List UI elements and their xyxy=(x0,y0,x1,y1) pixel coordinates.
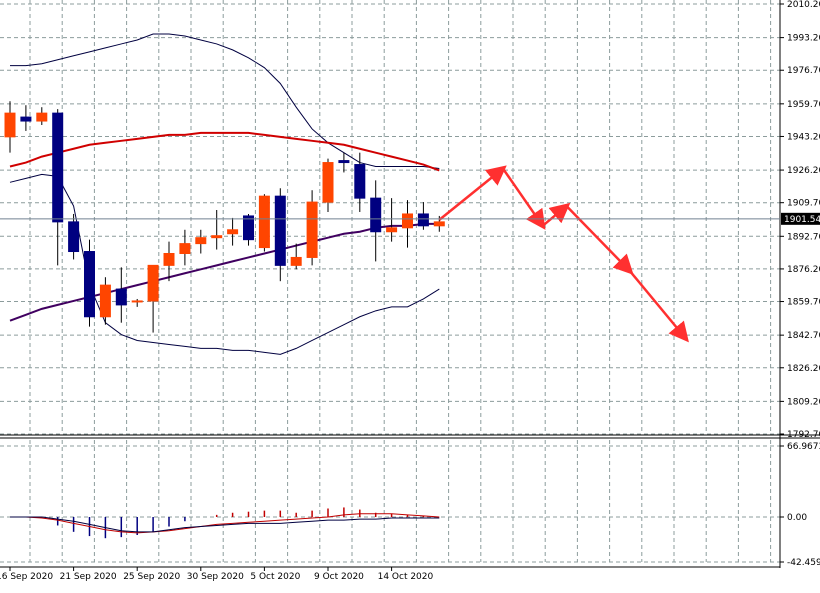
candle-body xyxy=(4,112,16,138)
candle-body xyxy=(99,284,111,318)
time-tick-label: 16 Sep 2020 xyxy=(0,572,53,582)
forecast-arrow xyxy=(501,167,546,230)
forecast-arrow xyxy=(565,205,634,275)
time-tick-label: 5 Oct 2020 xyxy=(250,572,300,582)
price-tick-label: 1976.70 xyxy=(787,66,820,76)
candle-body xyxy=(52,112,64,223)
price-tick-label: 1809.20 xyxy=(787,397,820,407)
candle-body xyxy=(68,221,80,253)
price-tick-label: 1892.70 xyxy=(787,232,820,242)
candle-body xyxy=(338,160,350,164)
price-tick-label: 1842.70 xyxy=(787,331,820,341)
forecast-arrows xyxy=(438,165,689,343)
candle-body xyxy=(227,229,239,235)
candle-body xyxy=(243,215,254,241)
price-tick-label: 1926.20 xyxy=(787,166,820,176)
price-tick-label: 2010.20 xyxy=(787,0,820,10)
price-tick-label: 1859.70 xyxy=(787,298,820,308)
candle-body xyxy=(354,164,366,199)
current-price-tag xyxy=(781,212,820,225)
osc-signal-line xyxy=(10,513,440,534)
candle-body xyxy=(386,227,398,233)
candle-body xyxy=(211,235,223,239)
time-tick-label: 30 Sep 2020 xyxy=(187,572,244,582)
moving-average-red xyxy=(9,131,440,172)
osc-tick-label: 66.9673 xyxy=(787,442,820,452)
candle-body xyxy=(179,243,191,254)
candle-body xyxy=(147,264,159,302)
candle-body xyxy=(84,251,95,318)
osc-tick-label: -42.4596 xyxy=(787,558,820,568)
moving-average-purple xyxy=(9,222,440,322)
current-price-label: 1901.54 xyxy=(784,215,820,225)
candle-body xyxy=(131,300,143,303)
candle-body xyxy=(322,162,334,203)
time-tick-label: 25 Sep 2020 xyxy=(123,572,180,582)
candle-body xyxy=(306,201,318,258)
price-tick-label: 1826.20 xyxy=(787,364,820,374)
candle-body xyxy=(36,112,48,122)
indicators-layer xyxy=(9,33,440,355)
forecast-arrow xyxy=(438,165,507,221)
candle-body xyxy=(433,221,445,227)
candles-layer xyxy=(4,101,445,333)
forecast-arrow xyxy=(541,202,571,227)
time-tick-label: 14 Oct 2020 xyxy=(378,572,434,582)
osc-main-line xyxy=(10,516,440,533)
candle-body xyxy=(20,116,32,122)
forecast-arrow xyxy=(629,270,689,343)
time-tick-label: 9 Oct 2020 xyxy=(314,572,364,582)
price-tick-label: 1993.20 xyxy=(787,34,820,44)
bollinger-lower xyxy=(9,173,440,355)
candle-body xyxy=(115,288,127,306)
candle-body xyxy=(163,252,175,266)
grid-layer xyxy=(0,0,780,563)
candle-body xyxy=(402,213,413,229)
price-tick-label: 1959.70 xyxy=(787,100,820,110)
candle-body xyxy=(274,195,286,266)
candle-body xyxy=(290,256,302,266)
candle-body xyxy=(417,213,429,227)
price-tick-label: 1943.20 xyxy=(787,132,820,142)
candle-body xyxy=(195,237,207,245)
candle-body xyxy=(370,197,382,233)
osc-tick-label: 0.00 xyxy=(787,513,807,523)
price-tick-label: 1876.20 xyxy=(787,265,820,275)
time-tick-label: 21 Sep 2020 xyxy=(60,572,117,582)
bollinger-upper xyxy=(10,33,440,169)
price-tick-label: 1909.70 xyxy=(787,199,820,209)
candle-body xyxy=(258,195,270,249)
oscillator-pane xyxy=(10,507,440,539)
